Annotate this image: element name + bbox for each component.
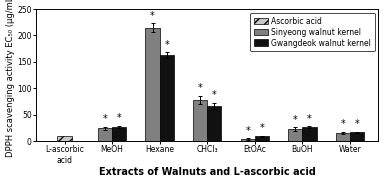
Bar [57,136,72,141]
Text: *: * [117,113,122,123]
Bar [255,136,269,141]
Text: *: * [355,119,359,129]
Text: *: * [164,40,169,50]
Bar [146,28,160,141]
Text: *: * [293,115,298,125]
X-axis label: Extracts of Walnuts and L-ascorbic acid: Extracts of Walnuts and L-ascorbic acid [99,167,316,178]
Bar [160,55,174,141]
Text: *: * [103,114,108,124]
Bar [98,128,112,141]
Bar [302,127,317,141]
Legend: Ascorbic acid, Sinyeong walnut kernel, Gwangdeok walnut kernel: Ascorbic acid, Sinyeong walnut kernel, G… [250,13,375,51]
Text: *: * [212,90,217,100]
Text: *: * [340,119,345,130]
Text: *: * [260,123,264,133]
Text: *: * [245,126,250,136]
Bar [112,127,126,141]
Bar [350,132,364,141]
Text: *: * [307,114,312,124]
Text: *: * [198,83,202,93]
Y-axis label: DPPH scavenging activity EC₅₀ (μg/mL): DPPH scavenging activity EC₅₀ (μg/mL) [5,0,15,157]
Bar [288,129,302,141]
Bar [193,100,207,141]
Text: *: * [150,11,155,21]
Bar [240,139,255,141]
Bar [207,106,222,141]
Bar [336,133,350,141]
